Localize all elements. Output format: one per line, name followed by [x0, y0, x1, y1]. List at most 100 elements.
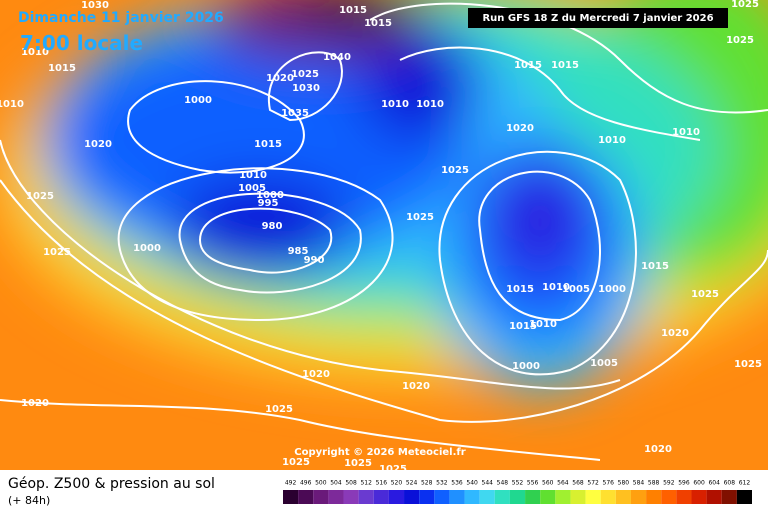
- isobar-label: 1020: [506, 123, 534, 134]
- valid-date: Dimanche 11 janvier 2026: [18, 10, 224, 26]
- isobar-label: 1000: [598, 284, 626, 295]
- isobar-label: 1010: [598, 135, 626, 146]
- isobar-label: 1040: [323, 52, 351, 63]
- colorbar-label: 608: [724, 480, 736, 487]
- isobar-label: 1025: [43, 247, 71, 258]
- colorbar-swatch: [555, 490, 571, 504]
- isobars: [0, 2, 768, 461]
- colorbar-swatch: [298, 490, 314, 504]
- isobar-label: 1020: [84, 139, 112, 150]
- colorbar-swatch: [585, 490, 601, 504]
- isobar-label: 985: [288, 246, 309, 257]
- colorbar-swatch: [570, 490, 586, 504]
- isobar-label: 1010: [542, 282, 570, 293]
- colorbar-swatch: [706, 490, 722, 504]
- colorbar-label: 532: [436, 480, 448, 487]
- colorbar-label: 552: [512, 480, 524, 487]
- colorbar-swatch: [509, 490, 526, 504]
- colorbar-swatch: [328, 490, 344, 504]
- colorbar-swatch: [736, 490, 752, 504]
- colorbar-label: 568: [572, 480, 584, 487]
- z500-field: [0, 0, 768, 470]
- isobar-label: 1010: [672, 127, 700, 138]
- colorbar-label: 612: [739, 480, 751, 487]
- colorbar-label: 580: [618, 480, 630, 487]
- isobar-label: 1025: [441, 165, 469, 176]
- isobar-label: 1000: [512, 361, 540, 372]
- colorbar-label: 572: [587, 480, 599, 487]
- colorbar-swatch: [388, 490, 405, 504]
- colorbar-label: 560: [542, 480, 554, 487]
- isobar-label: 990: [304, 255, 325, 266]
- colorbar-label: 500: [315, 480, 327, 487]
- colorbar: 492 496 500 504 508 512 516 520 524 528 532 536 540 5…: [283, 480, 752, 504]
- isobar-label: 1025: [282, 457, 310, 468]
- isobar-label: 1000: [256, 190, 284, 201]
- isobar-label: 1010: [239, 170, 267, 181]
- isobar-label: 1010: [416, 99, 444, 110]
- colorbar-swatch: [646, 490, 662, 504]
- isobar-label: 1035: [281, 108, 309, 119]
- isobar-label: 1025: [691, 289, 719, 300]
- isobar-label: 1015: [506, 284, 534, 295]
- colorbar-swatch: [691, 490, 707, 504]
- run-info: Run GFS 18 Z du Mercredi 7 janvier 2026: [482, 13, 713, 24]
- isobar-label: 1005: [590, 358, 618, 369]
- isobar-label: 1025: [291, 69, 319, 80]
- colorbar-swatch: [449, 490, 465, 504]
- isobar-label: 1025: [344, 458, 372, 469]
- isobar-label: 1015: [339, 5, 367, 16]
- colorbar-swatch: [721, 490, 737, 504]
- isobar-label: 1030: [81, 0, 109, 11]
- forecast-lead: (+ 84h): [8, 494, 50, 507]
- colorbar-swatch: [404, 490, 420, 504]
- colorbar-label: 584: [633, 480, 645, 487]
- colorbar-label: 508: [345, 480, 357, 487]
- isobar-label: 1025: [26, 191, 54, 202]
- isobar-label: 1015: [364, 18, 392, 29]
- colorbar-label: 548: [497, 480, 509, 487]
- colorbar-swatch: [419, 490, 435, 504]
- colorbar-label: 588: [648, 480, 660, 487]
- copyright: Copyright © 2026 Meteociel.fr: [294, 447, 465, 458]
- isobar-label: 1020: [644, 444, 672, 455]
- isobar-label: 1025: [731, 0, 759, 10]
- colorbar-label: 576: [603, 480, 615, 487]
- colorbar-label: 536: [451, 480, 463, 487]
- colorbar-swatch: [615, 490, 631, 504]
- isobar-label: 1010: [381, 99, 409, 110]
- isobar-label: 1000: [133, 243, 161, 254]
- colorbar-swatch: [343, 490, 359, 504]
- isobar-label: 1020: [266, 73, 294, 84]
- isobar-label: 1025: [379, 464, 407, 475]
- colorbar-label: 564: [557, 480, 569, 487]
- isobar-label: 1015: [509, 321, 537, 332]
- colorbar-label: 544: [482, 480, 494, 487]
- isobar-label: 1010: [0, 99, 24, 110]
- colorbar-label: 604: [708, 480, 720, 487]
- isobar-label: 1015: [254, 139, 282, 150]
- isobar-label: 1000: [184, 95, 212, 106]
- colorbar-label: 540: [466, 480, 478, 487]
- isobar-label: 1010: [529, 319, 557, 330]
- colorbar-label: 524: [406, 480, 418, 487]
- colorbar-swatch: [373, 490, 389, 504]
- colorbar-label: 528: [421, 480, 433, 487]
- colorbar-swatch: [630, 490, 647, 504]
- colorbar-label: 492: [285, 480, 297, 487]
- isobar-label: 980: [262, 221, 283, 232]
- colorbar-swatch: [464, 490, 480, 504]
- isobar-label: 1020: [302, 369, 330, 380]
- colorbar-label: 520: [391, 480, 403, 487]
- colorbar-label: 504: [330, 480, 342, 487]
- isobar-label: 1015: [514, 60, 542, 71]
- colorbar-swatch: [313, 490, 329, 504]
- colorbar-label: 516: [376, 480, 388, 487]
- isobar-label: 995: [258, 198, 279, 209]
- run-banner: [468, 8, 728, 28]
- isobar-label: 1025: [726, 35, 754, 46]
- colorbar-swatch: [540, 490, 556, 504]
- isobar-label: 1025: [265, 404, 293, 415]
- valid-time: 7:00 locale: [20, 31, 143, 55]
